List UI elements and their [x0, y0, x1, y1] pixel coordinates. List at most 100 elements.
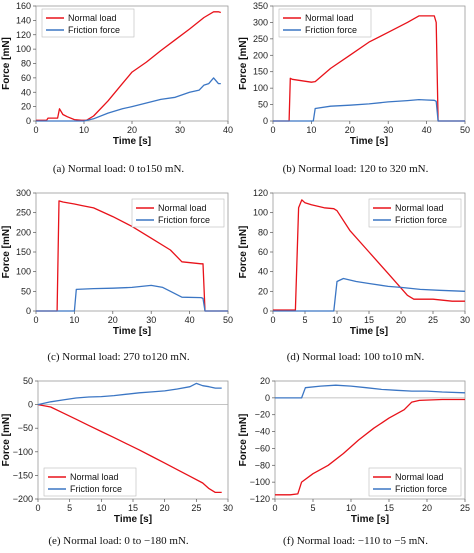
- x-tick-label: 10: [346, 503, 356, 513]
- x-axis-label: Time [s]: [113, 136, 151, 147]
- legend-box: [368, 198, 462, 228]
- x-tick-label: 5: [310, 503, 315, 513]
- x-tick-label: 20: [108, 315, 118, 325]
- x-axis-label: Time [s]: [114, 514, 152, 525]
- caption-c: (c) Normal load: 270 to120 mN.: [47, 351, 190, 363]
- y-tick-label: −200: [13, 494, 33, 504]
- y-tick-label: 0: [26, 116, 31, 126]
- chart-b: 0 50 100 150 200 250 300 350 0 10 20 30 40 50 Time [s]…: [238, 1, 470, 147]
- y-tick-label: 0: [265, 393, 270, 403]
- x-tick-label: 10: [306, 125, 316, 135]
- y-tick-label: 80: [21, 59, 31, 69]
- y-tick-label: 140: [16, 15, 31, 25]
- x-tick-label: 30: [223, 503, 233, 513]
- x-tick-label: 15: [128, 503, 138, 513]
- legend-box: [131, 198, 225, 228]
- chart-c: 0 50 100 150 200 250 300 0 10 20 30 40 50 Time [s] For…: [1, 188, 233, 337]
- y-axis-label: Force [mN]: [238, 37, 249, 90]
- x-tick-label: 10: [69, 315, 79, 325]
- x-tick-label: 15: [384, 503, 394, 513]
- legend-label: Normal load: [68, 13, 117, 23]
- x-tick-label: 10: [79, 125, 89, 135]
- x-axis-label: Time [s]: [113, 326, 151, 337]
- y-tick-label: 0: [263, 116, 268, 126]
- legend-label: Friction force: [395, 215, 447, 225]
- legend-label: Normal load: [305, 13, 354, 23]
- legend-label: Friction force: [305, 25, 357, 35]
- y-tick-label: 250: [16, 208, 31, 218]
- x-tick-label: 5: [302, 315, 307, 325]
- y-tick-label: 0: [26, 306, 31, 316]
- y-tick-label: 100: [253, 83, 268, 93]
- y-tick-label: −120: [250, 494, 270, 504]
- x-tick-label: 20: [160, 503, 170, 513]
- chart-panel-b: 0 50 100 150 200 250 300 350 0 10 20 30 40 50 Time [s]…: [237, 0, 474, 147]
- plot-frame: [274, 380, 466, 500]
- legend: Normal load Friction force: [368, 198, 462, 228]
- x-tick-label: 40: [185, 315, 195, 325]
- legend-label: Friction force: [158, 215, 210, 225]
- x-tick-label: 20: [345, 125, 355, 135]
- y-tick-label: −100: [13, 447, 33, 457]
- y-tick-label: −20: [255, 410, 270, 420]
- y-tick-label: 100: [16, 267, 31, 277]
- y-axis-label: Force [mN]: [1, 226, 12, 279]
- friction-force-line: [36, 284, 228, 312]
- x-tick-label: 0: [35, 503, 40, 513]
- y-axis-label: Force [mN]: [1, 414, 12, 467]
- x-tick-label: 50: [460, 125, 470, 135]
- normal-load-line: [36, 200, 228, 312]
- x-tick-label: 10: [96, 503, 106, 513]
- y-tick-label: 120: [16, 30, 31, 40]
- y-tick-label: 60: [21, 73, 31, 83]
- y-tick-label: −40: [255, 427, 270, 437]
- x-tick-label: 10: [332, 315, 342, 325]
- y-tick-label: 20: [260, 376, 270, 386]
- x-tick-label: 30: [146, 315, 156, 325]
- chart-f: −120 −100 −80 −60 −40 −20 0 20 0 5 10 15 20 25 Time [s…: [238, 376, 470, 525]
- y-tick-label: 100: [16, 44, 31, 54]
- chart-a: 0 20 40 60 80 100 120 140 160 0 10 20 30 40 Time [s] Fo…: [1, 1, 233, 147]
- x-tick-label: 30: [383, 125, 393, 135]
- normal-load-line: [273, 15, 465, 122]
- legend-box: [278, 8, 372, 38]
- y-tick-label: 350: [253, 1, 268, 11]
- normal-load-line: [36, 11, 221, 121]
- plot-frame: [272, 5, 466, 122]
- y-tick-label: 50: [258, 100, 268, 110]
- legend-box: [41, 8, 135, 38]
- caption-f: (f) Normal load: −110 to −5 mN.: [283, 535, 428, 547]
- y-tick-label: 50: [23, 376, 33, 386]
- y-tick-label: 80: [258, 227, 268, 237]
- caption-b: (b) Normal load: 120 to 320 mN.: [282, 163, 429, 175]
- y-tick-label: 160: [16, 1, 31, 11]
- x-tick-label: 50: [223, 315, 233, 325]
- legend: Normal load Friction force: [368, 467, 462, 497]
- x-axis-label: Time [s]: [350, 136, 388, 147]
- x-tick-label: 20: [127, 125, 137, 135]
- friction-force-line: [275, 384, 466, 399]
- y-tick-label: −150: [13, 470, 33, 480]
- y-tick-label: −100: [250, 477, 270, 487]
- x-tick-label: 40: [422, 125, 432, 135]
- y-tick-label: −50: [18, 423, 33, 433]
- x-tick-label: 25: [428, 315, 438, 325]
- x-tick-label: 30: [460, 315, 470, 325]
- friction-force-line: [273, 277, 466, 312]
- y-tick-label: −60: [255, 443, 270, 453]
- legend-box: [43, 467, 137, 497]
- x-tick-label: 0: [270, 315, 275, 325]
- legend-label: Normal load: [395, 472, 444, 482]
- legend: Normal load Friction force: [43, 467, 137, 497]
- x-tick-label: 0: [270, 125, 275, 135]
- x-tick-label: 5: [67, 503, 72, 513]
- legend-label: Normal load: [158, 203, 207, 213]
- y-axis-label: Force [mN]: [238, 414, 249, 467]
- y-tick-label: 120: [253, 188, 268, 198]
- y-tick-label: 150: [16, 247, 31, 257]
- x-tick-label: 30: [175, 125, 185, 135]
- y-tick-label: 100: [253, 208, 268, 218]
- y-tick-label: −80: [255, 460, 270, 470]
- x-axis-label: Time [s]: [351, 514, 389, 525]
- legend-box: [368, 467, 462, 497]
